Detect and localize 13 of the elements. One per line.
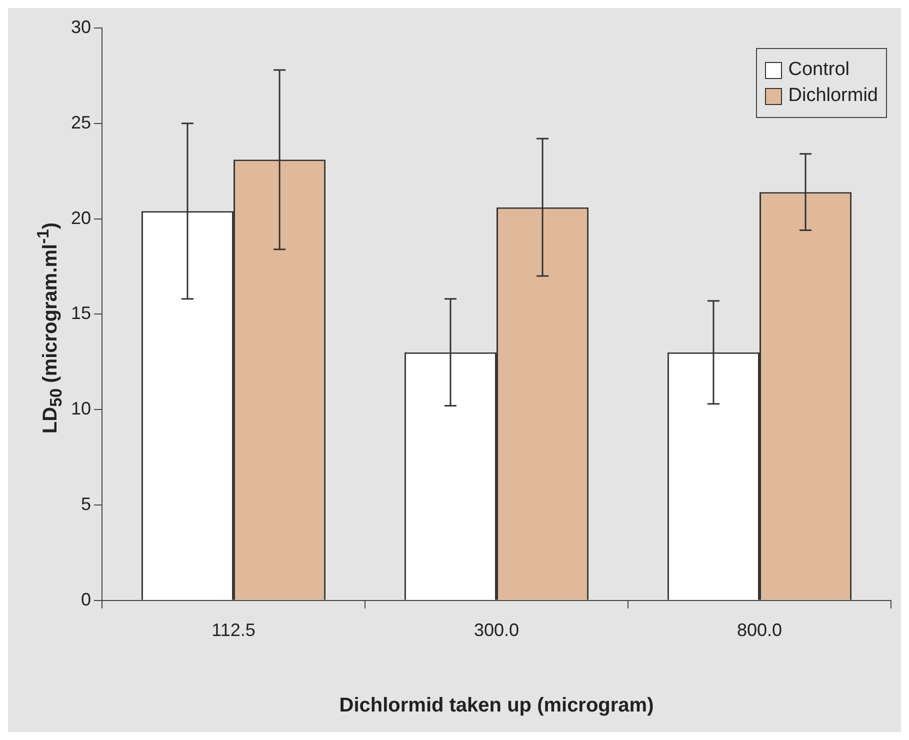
y-tick-label: 25 [70, 112, 92, 132]
x-tick-label: 800.0 [736, 620, 782, 640]
y-tick-label: 10 [70, 398, 92, 419]
legend-label: Dichlormid [788, 85, 878, 107]
y-tick-label: 15 [70, 303, 92, 324]
x-axis-title: Dichlormid taken up (microgram) [339, 694, 654, 717]
y-tick-label: 20 [70, 208, 92, 228]
y-tick-label: 30 [70, 16, 92, 37]
x-tick-label: 112.5 [212, 620, 256, 640]
y-tick-label: 0 [81, 589, 92, 610]
y-tick-label: 5 [81, 494, 92, 514]
x-tick-label: 300.0 [474, 620, 520, 640]
legend-label: Control [788, 59, 850, 81]
